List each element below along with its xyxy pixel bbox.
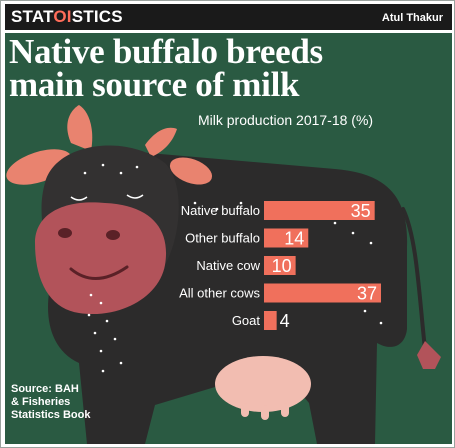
statoistics-logo: STATOISTICS xyxy=(11,7,123,27)
value-label: 37 xyxy=(357,284,377,304)
chart-panel: Native buffalo 35 Other buffalo 14 Native co… xyxy=(5,33,452,444)
teat xyxy=(281,403,289,417)
bar-chart: Native buffalo 35 Other buffalo 14 Native co… xyxy=(179,201,381,331)
category-label: Native cow xyxy=(196,258,260,273)
cow-nostril-left xyxy=(58,228,72,238)
bar xyxy=(264,283,381,303)
category-label: All other cows xyxy=(179,286,260,301)
bar xyxy=(264,228,309,248)
title-line-2: main source of milk xyxy=(9,65,300,104)
value-label: 4 xyxy=(280,311,290,331)
source-note: Source: BAH & Fisheries Statistics Book xyxy=(11,383,90,422)
author-credit: Atul Thakur xyxy=(381,12,443,24)
cow-tail-tuft xyxy=(417,341,441,369)
teat xyxy=(241,403,249,417)
header-bar: STATOISTICS Atul Thakur xyxy=(5,4,452,30)
cow-nostril-right xyxy=(106,230,120,240)
cow-horn-right xyxy=(145,127,177,157)
source-line-2: & Fisheries xyxy=(11,396,71,408)
logo-suffix: STICS xyxy=(71,7,123,26)
category-label: Other buffalo xyxy=(185,231,260,246)
logo-prefix: STAT xyxy=(11,7,54,26)
value-label: 14 xyxy=(284,229,304,249)
value-label: 35 xyxy=(351,201,371,221)
cow-udder xyxy=(215,356,311,412)
cow-horn-left xyxy=(67,105,93,151)
logo-accent: OI xyxy=(53,7,72,26)
cow-ear-right xyxy=(169,157,213,185)
title-line-1: Native buffalo breeds xyxy=(9,33,323,71)
category-label: Native buffalo xyxy=(181,203,260,218)
cow-eye-right xyxy=(126,194,144,199)
chart-subtitle: Milk production 2017-18 (%) xyxy=(198,112,374,128)
bar xyxy=(264,256,296,275)
cow-illustration: Native buffalo 35 Other buffalo 14 Native co… xyxy=(6,105,441,444)
cow-mouth xyxy=(69,265,129,280)
cow-tail xyxy=(401,207,427,351)
category-label: Goat xyxy=(232,313,261,328)
teat xyxy=(261,405,269,420)
source-line-1: Source: BAH xyxy=(11,383,79,395)
bar xyxy=(264,201,375,220)
bar xyxy=(264,311,277,330)
source-line-3: Statistics Book xyxy=(11,409,91,421)
cow-eye-left xyxy=(70,196,88,201)
chart-title: Native buffalo breeds main source of mil… xyxy=(9,33,449,104)
value-label: 10 xyxy=(272,256,292,276)
